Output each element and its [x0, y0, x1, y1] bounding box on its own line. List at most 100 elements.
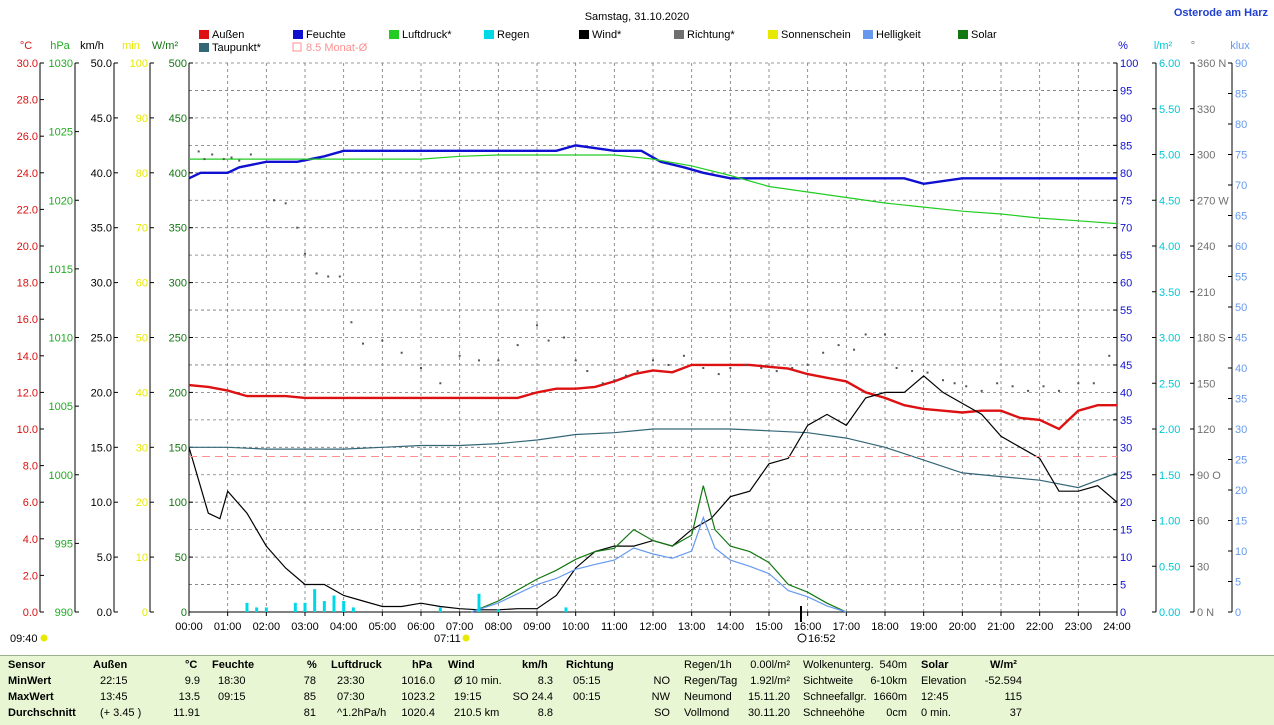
druck-time: 07:30: [337, 691, 365, 703]
klux-axis-tick-label-4: 70: [1235, 180, 1247, 192]
pct-axis-tick-label-15: 25: [1120, 470, 1132, 482]
legend-label-3: Regen: [497, 29, 529, 41]
series-8-point-3: [222, 158, 225, 161]
axes: 30.0 28.0 26.0 24.0 22.0 20.0 18.0 16.0 14.0 12.0…: [17, 58, 1248, 633]
unit-wm2: W/m²: [152, 40, 179, 52]
kmh-axis-tick-label-3: 35.0: [91, 223, 112, 235]
kmh-axis-tick-label-5: 25.0: [91, 333, 112, 345]
series-4-line: [188, 375, 1118, 611]
klux-axis-tick-label-17: 5: [1235, 577, 1241, 589]
series-2-line: [188, 144, 1117, 186]
wm2-axis-tick-label-10: 0: [181, 607, 187, 619]
min-axis-tick-label-6: 40: [136, 387, 148, 399]
dir-axis-tick-label-8: 120: [1197, 424, 1215, 436]
lm2-axis-tick-label-7: 2.50: [1159, 378, 1180, 390]
unit-min: min: [122, 40, 140, 52]
min-axis-tick-label-5: 50: [136, 333, 148, 345]
series-8-point-14: [350, 321, 353, 324]
wind-time: Ø 10 min.: [454, 675, 502, 687]
legend-item-4: Wind*: [579, 29, 622, 41]
kmh-axis-tick-label-7: 15.0: [91, 442, 112, 454]
x-tick-label-19: 19:00: [910, 621, 938, 633]
series-8-point-49: [895, 367, 898, 369]
x-tick-label-4: 04:00: [330, 621, 358, 633]
x-tick-label-20: 20:00: [949, 621, 977, 633]
legend-swatch-5: [674, 30, 684, 39]
series-8-point-61: [1077, 382, 1080, 385]
series-8-point-42: [791, 367, 794, 369]
legend-swatch-2: [389, 30, 399, 39]
info-k2-0: Wolkenunterg.: [803, 659, 874, 671]
solar-v-1: 115: [1004, 691, 1022, 703]
x-tick-label-16: 16:00: [794, 621, 822, 633]
legend-label-2: Luftdruck*: [402, 29, 452, 41]
series-7-bar-7: [332, 595, 336, 612]
station-name[interactable]: Osterode am Harz: [1174, 7, 1269, 19]
header-aussen-unit: °C: [185, 659, 198, 671]
aussen-time: 22:15: [100, 675, 128, 687]
info-v2-2: 1660m: [873, 691, 907, 703]
klux-axis-tick-label-5: 65: [1235, 211, 1247, 223]
unit-klux: klux: [1230, 40, 1250, 52]
series-8-point-25: [547, 339, 550, 342]
pct-axis-tick-label-18: 10: [1120, 552, 1132, 564]
legend-swatch-7: [863, 30, 873, 39]
series-8-point-32: [636, 370, 639, 373]
series-8-point-59: [1042, 385, 1045, 388]
info-v2-3: 0cm: [886, 707, 907, 719]
legend: Außen Feuchte Luftdruck* Regen Wind* Richtung…: [199, 29, 997, 54]
unit-kmh: km/h: [80, 40, 104, 52]
sunset-icon: [797, 633, 807, 643]
x-tick-label-7: 07:00: [446, 621, 474, 633]
info-k1-2: Neumond: [684, 691, 732, 703]
dir-axis-tick-label-7: 150: [1197, 378, 1215, 390]
hpa-axis-tick-label-2: 1020: [49, 195, 73, 207]
pct-axis-tick-label-8: 60: [1120, 278, 1132, 290]
richtung-time: 00:15: [573, 691, 601, 703]
x-tick-label-23: 23:00: [1065, 621, 1093, 633]
series-7-bar-6: [322, 601, 326, 612]
hpa-axis-tick-label-0: 1030: [49, 58, 73, 70]
legend-label-1: Feuchte: [306, 29, 346, 41]
series-8-point-31: [624, 374, 627, 377]
series-8-point-4: [230, 156, 233, 159]
dir-axis-tick-label-11: 30: [1197, 561, 1209, 573]
klux-axis-tick-label-13: 25: [1235, 455, 1247, 467]
series-7-bar-3: [293, 602, 297, 612]
x-tick-label-21: 21:00: [987, 621, 1015, 633]
series-8-point-56: [996, 382, 999, 385]
wm2-axis-tick-label-0: 500: [169, 58, 187, 70]
richtung-value: SO: [654, 707, 670, 719]
x-tick-label-1: 01:00: [214, 621, 242, 633]
legend-item-9: Taupunkt*: [199, 42, 262, 54]
druck-value: 1023.2: [401, 691, 435, 703]
series-8-point-19: [439, 382, 442, 385]
unit-hpa: hPa: [50, 40, 70, 52]
klux-axis-tick-label-3: 75: [1235, 150, 1247, 162]
pct-axis-tick-label-20: 0: [1120, 607, 1126, 619]
temp-axis-tick-label-13: 4.0: [23, 534, 38, 546]
x-tick-label-14: 14:00: [717, 621, 745, 633]
wind-value: 8.3: [537, 675, 553, 687]
info-v1-0: 0.00l/m²: [750, 659, 790, 671]
x-tick-label-10: 10:00: [562, 621, 590, 633]
x-tick-label-24: 24:00: [1103, 621, 1131, 633]
klux-axis-tick-label-12: 30: [1235, 424, 1247, 436]
series-7-bar-8: [342, 601, 346, 612]
min-axis-tick-label-2: 80: [136, 168, 148, 180]
temp-axis-tick-label-5: 20.0: [17, 241, 38, 253]
axis-units: °C hPa km/h min W/m²% l/m² ° klux: [20, 40, 1250, 52]
series-3-line: [189, 154, 1118, 225]
legend-item-10: 8.5 Monat-Ø: [292, 42, 368, 54]
dir-axis-tick-label-2: 300: [1197, 150, 1215, 162]
solar-k-1: 12:45: [921, 691, 949, 703]
lm2-axis-tick-label-2: 5.00: [1159, 150, 1180, 162]
aussen-value: 13.5: [178, 691, 200, 703]
series-8-point-63: [1108, 354, 1111, 357]
klux-axis-tick-label-6: 60: [1235, 241, 1247, 253]
sunrise-icon: [462, 634, 470, 642]
temp-axis-tick-label-0: 30.0: [17, 58, 38, 70]
klux-axis-tick-label-10: 40: [1235, 363, 1247, 375]
series-8-point-62: [1092, 382, 1095, 385]
richtung-time: 05:15: [573, 675, 601, 687]
